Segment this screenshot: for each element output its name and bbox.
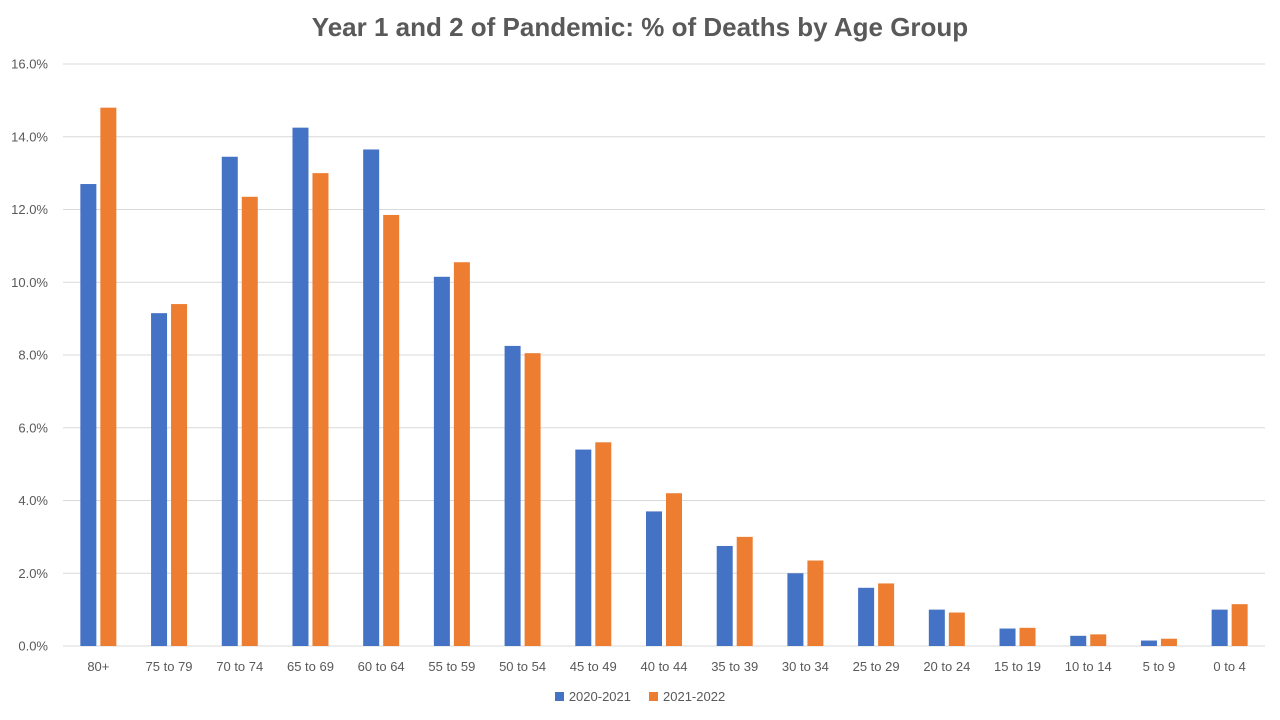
bar-2021-2022-25-to-29 [878, 583, 895, 646]
bar-2021-2022-0-to-4 [1231, 604, 1248, 646]
bar-2021-2022-30-to-34 [807, 560, 824, 646]
x-tick-label: 75 to 79 [146, 659, 193, 674]
y-tick-label: 2.0% [18, 566, 48, 581]
bar-2020-2021-25-to-29 [858, 587, 875, 646]
x-tick-label: 80+ [87, 659, 109, 674]
legend-swatch-2021-2022 [649, 692, 658, 701]
bar-2021-2022-45-to-49 [595, 442, 612, 646]
bar-2020-2021-50-to-54 [504, 345, 521, 646]
y-tick-label: 14.0% [11, 129, 48, 144]
bar-2021-2022-5-to-9 [1160, 638, 1177, 646]
bar-2021-2022-20-to-24 [948, 612, 965, 646]
bar-2021-2022-65-to-69 [312, 173, 329, 646]
bar-2020-2021-10-to-14 [1070, 635, 1087, 646]
y-tick-label: 0.0% [18, 639, 48, 654]
bar-2020-2021-45-to-49 [575, 449, 592, 646]
bar-2020-2021-30-to-34 [787, 573, 804, 646]
bar-2020-2021-20-to-24 [928, 609, 945, 646]
bar-2021-2022-70-to-74 [241, 196, 258, 647]
bar-2021-2022-15-to-19 [1019, 627, 1036, 646]
x-tick-label: 55 to 59 [428, 659, 475, 674]
bar-2020-2021-70-to-74 [221, 156, 238, 646]
x-tick-label: 45 to 49 [570, 659, 617, 674]
legend-label-2020-2021: 2020-2021 [568, 689, 631, 704]
x-tick-label: 10 to 14 [1065, 659, 1112, 674]
bar-2020-2021-60-to-64 [363, 149, 380, 646]
legend-label-2021-2022: 2021-2022 [663, 689, 726, 704]
y-tick-label: 8.0% [18, 348, 48, 363]
x-tick-label: 5 to 9 [1143, 659, 1176, 674]
x-tick-label: 30 to 34 [782, 659, 829, 674]
bar-2020-2021-40-to-44 [646, 511, 662, 646]
legend-swatch-2020-2021 [554, 692, 564, 701]
x-tick-label: 20 to 24 [923, 659, 970, 674]
x-tick-label: 25 to 29 [853, 659, 900, 674]
y-tick-label: 12.0% [11, 202, 48, 217]
bar-2020-2021-35-to-39 [716, 545, 733, 646]
y-tick-label: 4.0% [18, 493, 48, 508]
y-tick-label: 10.0% [11, 275, 48, 290]
bar-2021-2022-60-to-64 [383, 214, 400, 647]
bar-2021-2022-55-to-59 [453, 262, 470, 646]
bar-2020-2021-75-to-79 [151, 313, 168, 646]
x-tick-label: 60 to 64 [358, 659, 405, 674]
x-tick-label: 0 to 4 [1213, 659, 1246, 674]
x-tick-label: 70 to 74 [216, 659, 263, 674]
legend-item-2020-2021: 2020-2021 [554, 689, 631, 704]
bar-2021-2022-35-to-39 [736, 536, 753, 646]
bar-2020-2021-55-to-59 [433, 276, 450, 646]
x-tick-label: 35 to 39 [711, 659, 758, 674]
x-tick-label: 15 to 19 [994, 659, 1041, 674]
bar-2021-2022-10-to-14 [1090, 634, 1107, 646]
bar-2021-2022-75-to-79 [171, 304, 188, 646]
bar-2020-2021-80plus [80, 184, 97, 646]
bar-2020-2021-5-to-9 [1140, 640, 1157, 646]
chart-title: Year 1 and 2 of Pandemic: % of Deaths by… [311, 12, 969, 42]
bar-2021-2022-50-to-54 [524, 353, 541, 646]
bar-2021-2022-40-to-44 [666, 493, 682, 646]
bar-2020-2021-0-to-4 [1211, 609, 1228, 646]
bar-2020-2021-15-to-19 [999, 628, 1016, 646]
legend: 2020-2021 2021-2022 [0, 689, 1280, 704]
x-tick-label: 40 to 44 [641, 659, 688, 674]
x-tick-label: 65 to 69 [287, 659, 334, 674]
y-tick-label: 16.0% [11, 57, 48, 72]
y-tick-label: 6.0% [18, 420, 48, 435]
legend-item-2021-2022: 2021-2022 [649, 689, 725, 704]
x-tick-label: 50 to 54 [499, 659, 546, 674]
bar-2020-2021-65-to-69 [292, 127, 309, 646]
bar-2021-2022-80plus [100, 107, 117, 646]
